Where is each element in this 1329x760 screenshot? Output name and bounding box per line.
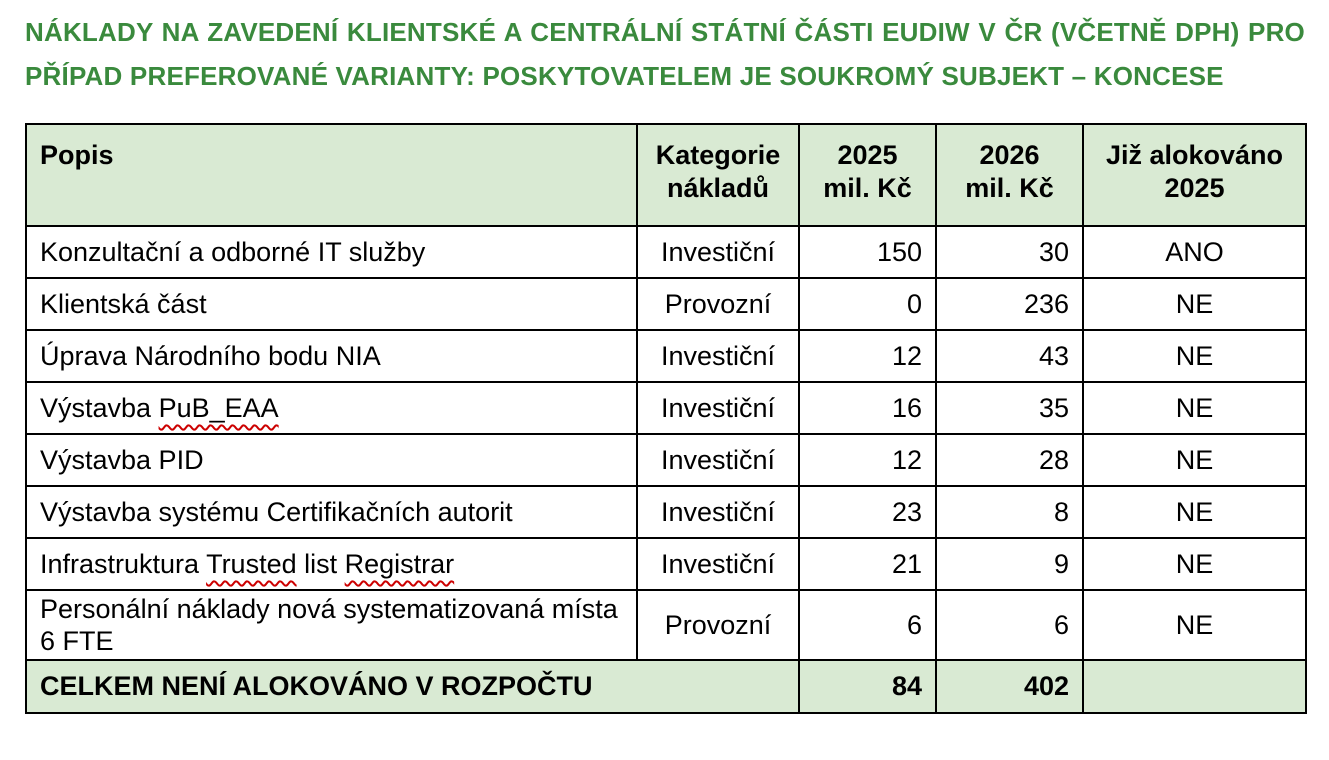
document-title-line-1: NÁKLADY NA ZAVEDENÍ KLIENTSKÉ A CENTRÁLN… <box>25 17 1305 47</box>
total-2026: 402 <box>935 659 1084 714</box>
cell-popis: Výstavba PID <box>25 433 638 487</box>
cell-kategorie: Provozní <box>636 589 800 661</box>
cell-kategorie: Investiční <box>636 381 800 435</box>
header-row: Popis Kategorie nákladů 2025 mil. Kč 202… <box>25 123 1307 227</box>
table-row: Infrastruktura Trusted list Registrar Inv… <box>25 537 1307 591</box>
cell-2026: 8 <box>935 485 1084 539</box>
cell-popis: Klientská část <box>25 277 638 331</box>
cell-popis: Konzultační a odborné IT služby <box>25 225 638 279</box>
cell-2026: 43 <box>935 329 1084 383</box>
cell-alokovano: NE <box>1082 329 1307 383</box>
document-title: NÁKLADY NA ZAVEDENÍ KLIENTSKÉ A CENTRÁLN… <box>25 10 1305 98</box>
cell-popis: Výstavba systému Certifikačních autorit <box>25 485 638 539</box>
table-row: Personální náklady nová systematizovaná … <box>25 589 1307 661</box>
column-header-kategorie: Kategorie nákladů <box>636 123 800 227</box>
spellcheck-word: Registrar <box>344 549 455 579</box>
cell-2026: 35 <box>935 381 1084 435</box>
cell-2026: 9 <box>935 537 1084 591</box>
cell-alokovano: NE <box>1082 589 1307 661</box>
table-row: Klientská část Provozní 0 236 NE <box>25 277 1307 331</box>
table-row: Výstavba systému Certifikačních autorit I… <box>25 485 1307 539</box>
cell-alokovano: NE <box>1082 277 1307 331</box>
total-label: CELKEM NENÍ ALOKOVÁNO V ROZPOČTU <box>25 659 800 714</box>
cell-kategorie: Investiční <box>636 433 800 487</box>
cell-popis: Personální náklady nová systematizovaná … <box>25 589 638 661</box>
cell-popis: Infrastruktura Trusted list Registrar <box>25 537 638 591</box>
table-footer: CELKEM NENÍ ALOKOVÁNO V ROZPOČTU 84 402 <box>25 659 1307 714</box>
cell-alokovano: ANO <box>1082 225 1307 279</box>
cell-kategorie: Provozní <box>636 277 800 331</box>
cell-2025: 0 <box>798 277 937 331</box>
cell-alokovano: NE <box>1082 433 1307 487</box>
cell-2025: 12 <box>798 433 937 487</box>
cell-2026: 6 <box>935 589 1084 661</box>
column-header-2025: 2025 mil. Kč <box>798 123 937 227</box>
cell-2025: 16 <box>798 381 937 435</box>
cell-popis: Výstavba PuB_EAA <box>25 381 638 435</box>
cell-2025: 23 <box>798 485 937 539</box>
cell-alokovano: NE <box>1082 537 1307 591</box>
cell-2025: 6 <box>798 589 937 661</box>
cell-2026: 236 <box>935 277 1084 331</box>
column-header-2026: 2026 mil. Kč <box>935 123 1084 227</box>
cell-2025: 150 <box>798 225 937 279</box>
table-row: Výstavba PID Investiční 12 28 NE <box>25 433 1307 487</box>
cell-2025: 21 <box>798 537 937 591</box>
cell-kategorie: Investiční <box>636 329 800 383</box>
cell-2026: 30 <box>935 225 1084 279</box>
document-title-line-2: PŘÍPAD PREFEROVANÉ VARIANTY: POSKYTOVATE… <box>25 61 1224 91</box>
column-header-popis: Popis <box>25 123 638 227</box>
table-row: Výstavba PuB_EAA Investiční 16 35 NE <box>25 381 1307 435</box>
table-body: Konzultační a odborné IT služby Investičn… <box>25 225 1307 661</box>
cell-2025: 12 <box>798 329 937 383</box>
cell-kategorie: Investiční <box>636 485 800 539</box>
total-row: CELKEM NENÍ ALOKOVÁNO V ROZPOČTU 84 402 <box>25 659 1307 714</box>
total-alokovano <box>1082 659 1307 714</box>
spellcheck-word: PuB_EAA <box>158 393 279 423</box>
cell-popis: Úprava Národního bodu NIA <box>25 329 638 383</box>
table-header: Popis Kategorie nákladů 2025 mil. Kč 202… <box>25 123 1307 227</box>
cell-kategorie: Investiční <box>636 225 800 279</box>
cell-alokovano: NE <box>1082 485 1307 539</box>
cell-alokovano: NE <box>1082 381 1307 435</box>
column-header-alokovano: Již alokováno 2025 <box>1082 123 1307 227</box>
table-row: Konzultační a odborné IT služby Investičn… <box>25 225 1307 279</box>
total-2025: 84 <box>798 659 937 714</box>
cell-2026: 28 <box>935 433 1084 487</box>
cell-kategorie: Investiční <box>636 537 800 591</box>
table-row: Úprava Národního bodu NIA Investiční 12 43 N… <box>25 329 1307 383</box>
cost-table: Popis Kategorie nákladů 2025 mil. Kč 202… <box>25 123 1307 714</box>
spellcheck-word: Trusted <box>206 549 297 579</box>
